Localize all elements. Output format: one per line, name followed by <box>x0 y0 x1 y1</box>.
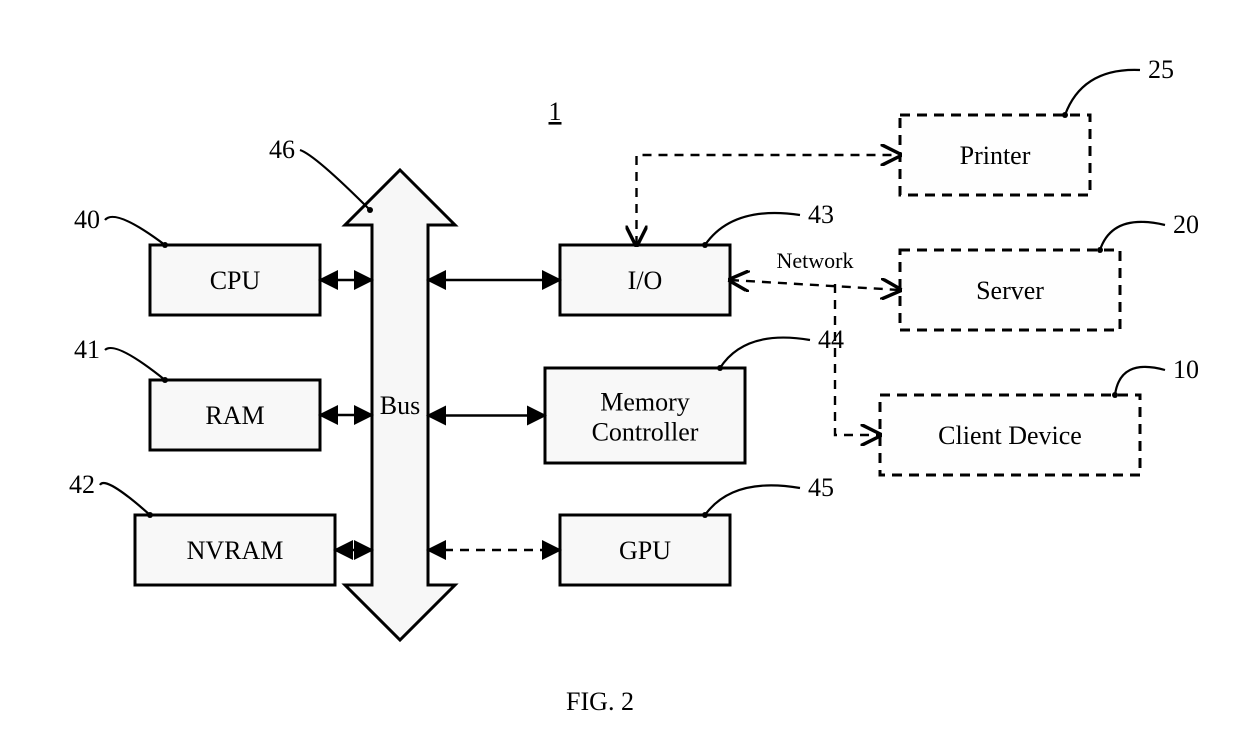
io-server-connector <box>730 280 900 290</box>
printer-ref: 25 <box>1148 55 1174 84</box>
bus-ref: 46 <box>269 135 295 164</box>
printer-label: Printer <box>960 141 1031 170</box>
memctl-leader <box>720 338 810 368</box>
client-ref: 10 <box>1173 355 1199 384</box>
bus-leader-dot <box>367 207 373 213</box>
printer-leader <box>1065 70 1140 115</box>
gpu-ref: 45 <box>808 473 834 502</box>
gpu-leader <box>705 485 800 515</box>
server-leader <box>1100 222 1165 250</box>
ram-ref: 41 <box>74 335 100 364</box>
figure-caption: FIG. 2 <box>566 687 634 716</box>
client-leader-dot <box>1112 392 1118 398</box>
cpu-leader <box>105 217 165 245</box>
memctl-label: Memory <box>600 388 690 417</box>
ram-label: RAM <box>205 401 264 430</box>
memctl-label: Controller <box>592 418 699 447</box>
printer-leader-dot <box>1062 112 1068 118</box>
bus-leader <box>300 150 370 210</box>
network-label: Network <box>777 248 854 273</box>
io-label: I/O <box>628 266 663 295</box>
server-label: Server <box>976 276 1044 305</box>
server-leader-dot <box>1097 247 1103 253</box>
ram-leader <box>105 348 165 380</box>
io-ref: 43 <box>808 200 834 229</box>
gpu-leader-dot <box>702 512 708 518</box>
cpu-label: CPU <box>210 266 261 295</box>
client-leader <box>1115 367 1165 395</box>
memctl-ref: 44 <box>818 325 844 354</box>
io-client-connector <box>835 284 880 435</box>
nvram-label: NVRAM <box>187 536 284 565</box>
io-leader-dot <box>702 242 708 248</box>
nvram-leader <box>100 483 150 515</box>
bus-label: Bus <box>380 391 420 420</box>
cpu-ref: 40 <box>74 205 100 234</box>
system-ref: 1 <box>549 97 562 126</box>
nvram-leader-dot <box>147 512 153 518</box>
ram-leader-dot <box>162 377 168 383</box>
io-leader <box>705 213 800 245</box>
cpu-leader-dot <box>162 242 168 248</box>
client-label: Client Device <box>938 421 1082 450</box>
nvram-ref: 42 <box>69 470 95 499</box>
io-printer-connector <box>637 155 901 245</box>
memctl-leader-dot <box>717 365 723 371</box>
system-diagram: Bus CPU RAM NVRAM I/O MemoryController GPU Prin… <box>0 0 1240 744</box>
server-ref: 20 <box>1173 210 1199 239</box>
gpu-label: GPU <box>619 536 671 565</box>
